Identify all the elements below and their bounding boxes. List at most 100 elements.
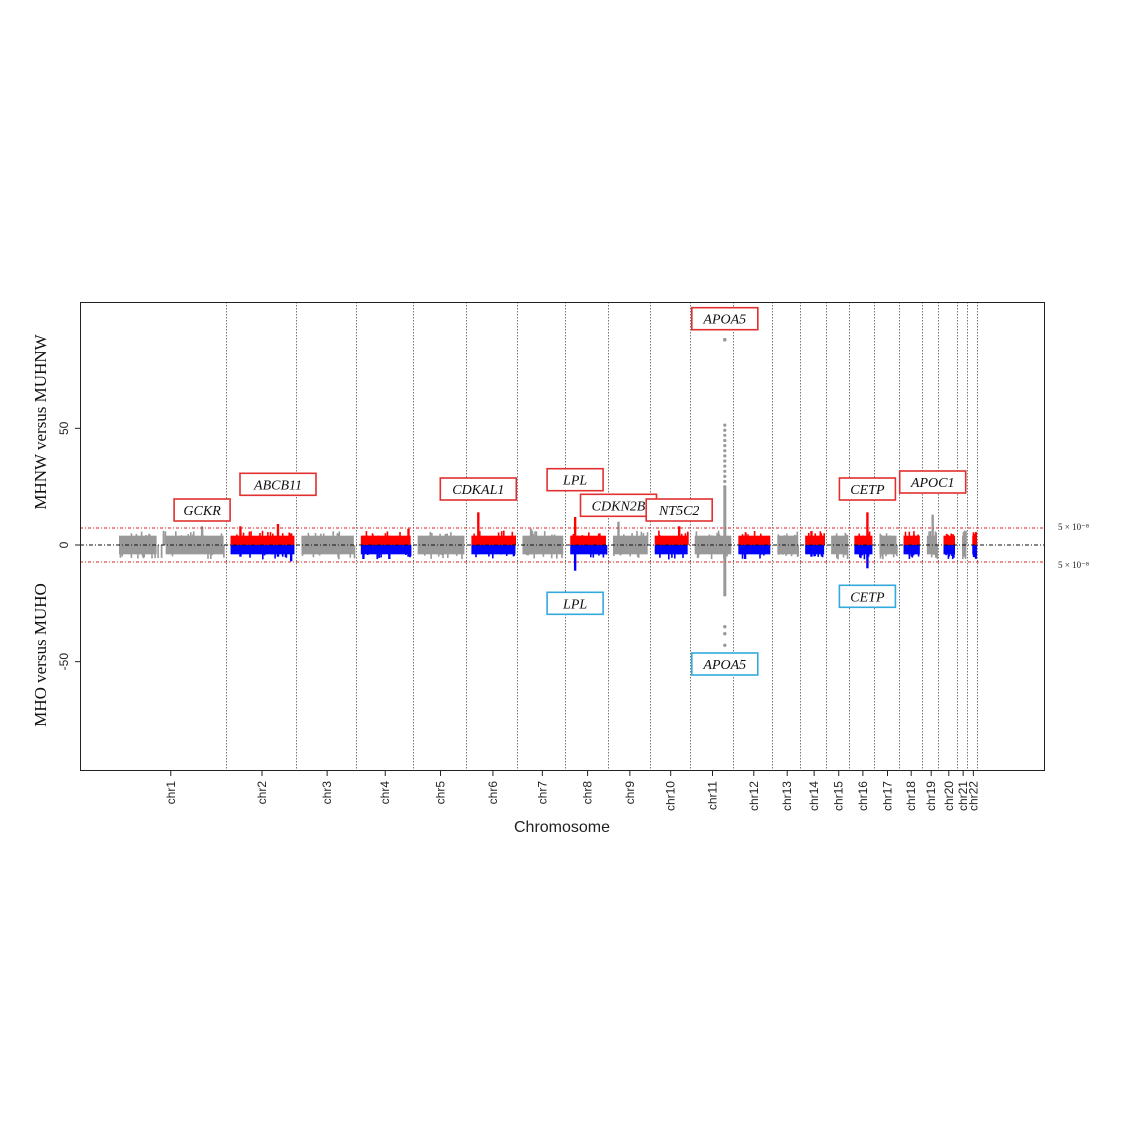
chr15-band-top (831, 535, 848, 545)
gene-label-top-box (173, 498, 231, 522)
gene-label-top-box (546, 467, 604, 492)
chr17-band-top (879, 535, 897, 545)
chr11-point-bottom (710, 545, 713, 560)
chr2-point-bottom (271, 545, 273, 555)
chr8-band-bottom (570, 545, 606, 555)
y-tick-label: -50 (57, 653, 71, 671)
peak-bottom (743, 545, 747, 559)
chr22-point-bottom (973, 545, 976, 557)
chr7-point-top (534, 531, 536, 545)
chr9-band-top (612, 535, 648, 545)
chr18-point-top (904, 531, 907, 545)
chr14-point-top (815, 535, 817, 545)
chr15-point-bottom (842, 545, 845, 558)
peak-top (388, 535, 391, 545)
x-tick-label-chr1: chr1 (164, 781, 178, 805)
chr15-point-top (846, 535, 849, 545)
gene-label-top-box (898, 470, 967, 494)
chr8-point-bottom (590, 545, 592, 558)
gene-label-top-box (645, 498, 714, 522)
x-tick-label-chr7: chr7 (535, 781, 549, 805)
chr2-point-bottom (281, 545, 284, 556)
x-tick-label-chr12: chr12 (747, 781, 761, 811)
chr21-point-top (962, 532, 965, 545)
chr11-point-top (708, 534, 711, 545)
chr2-point-top (236, 534, 238, 545)
chr17-point-bottom (892, 545, 895, 558)
chr10-point-top (684, 533, 687, 545)
chr4-point-top (386, 531, 389, 545)
peak-top (810, 531, 813, 545)
x-tick-label-chr18: chr18 (904, 781, 918, 811)
chr6-point-top (500, 531, 503, 545)
peak-point-top (723, 454, 727, 458)
chr11-band-bottom (694, 545, 732, 555)
chr9-point-top (642, 533, 645, 545)
chr12-point-bottom (741, 545, 744, 559)
chr3-point-bottom (349, 545, 352, 558)
chr5-point-top (446, 533, 448, 545)
chr1-point-bottom (211, 545, 213, 556)
chr18-point-top (908, 531, 911, 545)
chr6-point-top (503, 530, 505, 545)
chr3-band-top (301, 535, 354, 545)
x-tick-label-chr15: chr15 (832, 781, 846, 811)
peak-bottom (810, 545, 813, 557)
peak-top (289, 533, 293, 545)
chr6-point-top (473, 533, 475, 545)
chr20-point-bottom (953, 545, 955, 558)
chr17-point-top (880, 535, 883, 545)
chr17-point-bottom (896, 545, 898, 556)
chr2-point-top (250, 531, 252, 545)
chr13-point-top (786, 533, 788, 545)
peak-column-bottom (723, 545, 727, 597)
chr11-point-bottom (726, 545, 728, 557)
chr18-point-top (912, 535, 915, 545)
chr12-point-bottom (763, 545, 765, 556)
peak-bottom (677, 545, 681, 555)
chr2-point-top (259, 533, 261, 545)
chr14-point-bottom (813, 545, 815, 557)
chr1-band-top (119, 535, 157, 545)
chr21-point-top (963, 530, 966, 545)
chr11-point-top (711, 535, 713, 545)
chr1-point-top (187, 534, 190, 545)
chr1-band-top (165, 535, 224, 545)
chr20-point-bottom (948, 545, 950, 557)
chr20-point-bottom (950, 545, 953, 556)
peak-top (276, 524, 280, 545)
chr1-band-bottom (165, 545, 224, 555)
chr19-point-bottom (936, 545, 939, 559)
x-tick-label-chr19: chr19 (924, 781, 938, 811)
chr13-point-bottom (785, 545, 787, 556)
chr1-point-top (135, 534, 138, 545)
peak-bottom (276, 545, 280, 557)
gene-label-bottom: APOA5 (702, 658, 746, 673)
chr7-point-bottom (533, 545, 535, 559)
chr19-point-top (929, 531, 932, 545)
chr9-point-top (631, 533, 633, 545)
chr12-point-bottom (759, 545, 761, 559)
peak-point-top (723, 444, 727, 448)
chr1-point-bottom (141, 545, 144, 557)
chr1-point-bottom (119, 545, 122, 558)
peak-bottom (866, 545, 869, 569)
x-tick-label-chr9: chr9 (623, 781, 637, 805)
chr10-point-bottom (674, 545, 676, 559)
chr6-point-top (511, 531, 514, 545)
chr3-point-top (320, 533, 322, 545)
chr12-point-top (741, 534, 744, 545)
chr1-point-top (190, 532, 192, 545)
chr7-band-top (522, 535, 564, 545)
chr1-point-bottom (130, 545, 133, 558)
gene-label-top-box (690, 306, 759, 331)
chr8-point-bottom (592, 545, 595, 558)
x-tick-label-chr3: chr3 (320, 781, 334, 805)
chr7-point-top (532, 533, 534, 545)
y-axis-label-bottom: MHO versus MUHO (31, 583, 50, 727)
chr16-point-top (868, 531, 871, 545)
chr10-point-top (680, 533, 683, 545)
x-tick-label-chr17: chr17 (880, 781, 894, 811)
chr20-band-top (943, 535, 956, 545)
chr12-point-top (760, 533, 762, 545)
